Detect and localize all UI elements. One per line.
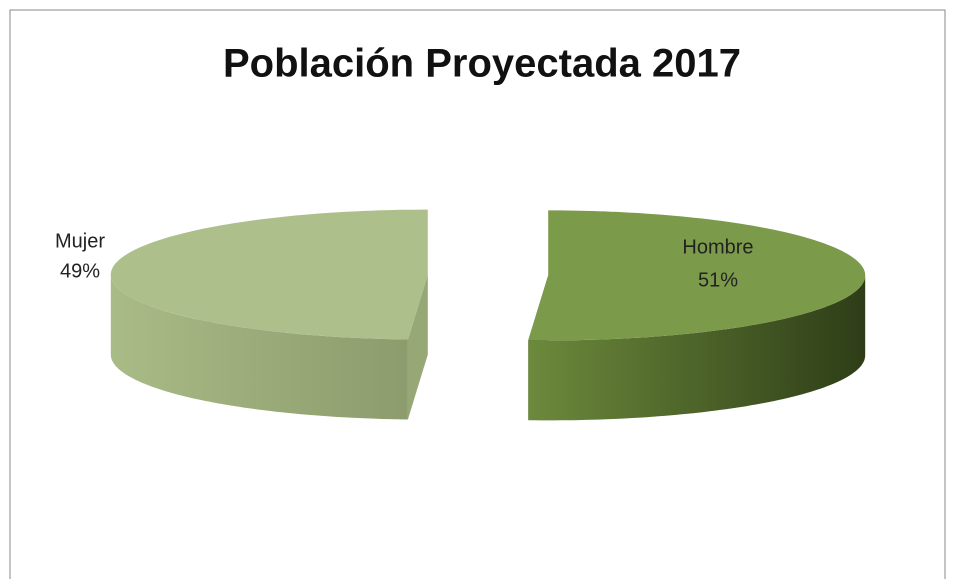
data-label-value: 49% [60, 260, 100, 282]
slice-face [407, 274, 428, 420]
slice-top [528, 210, 866, 341]
data-label-value: 51% [698, 269, 738, 291]
slice-side [110, 274, 408, 420]
slice-top [110, 209, 428, 340]
data-label-name: Mujer [55, 230, 105, 252]
data-label-name: Hombre [682, 236, 753, 258]
slice-side [528, 275, 866, 421]
slice [528, 210, 866, 421]
chart-title: Población Proyectada 2017 [223, 42, 741, 86]
chart-frame [9, 9, 946, 579]
slice [110, 209, 428, 420]
